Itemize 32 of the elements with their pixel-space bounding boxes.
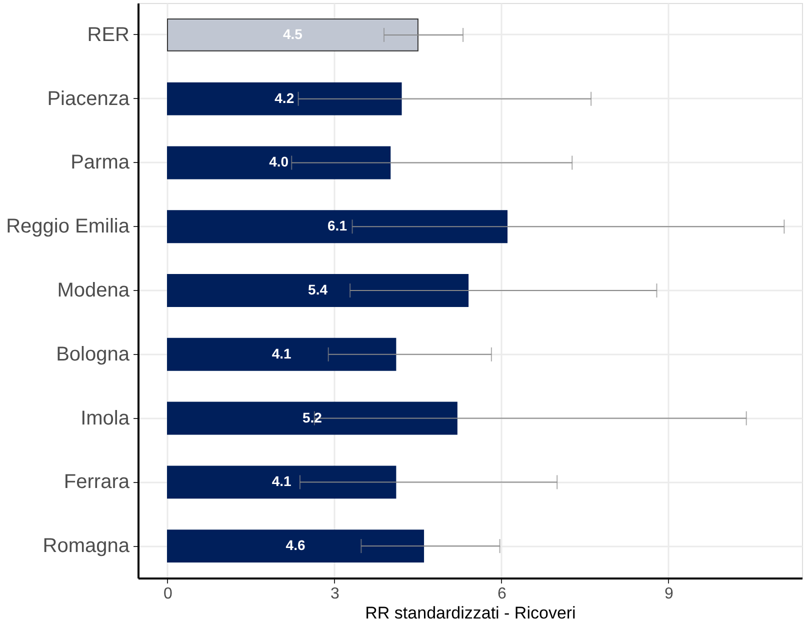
bar — [167, 530, 424, 563]
bar — [167, 210, 508, 244]
x-axis-title: RR standardizzati - Ricoveri — [365, 604, 576, 622]
bar — [167, 274, 469, 307]
data-label: 4.5 — [282, 26, 303, 42]
y-tick-label: RER — [87, 24, 130, 46]
bar — [167, 18, 418, 52]
data-label: 6.1 — [328, 218, 348, 234]
bar — [167, 338, 396, 371]
x-tick-label: 9 — [664, 586, 674, 602]
y-tick-label: Reggio Emilia — [6, 216, 130, 238]
y-tick-label: Romagna — [42, 535, 130, 558]
y-tick-label: Ferrara — [64, 471, 130, 494]
bar — [167, 466, 396, 499]
x-tick-label: 3 — [330, 586, 340, 602]
x-tick-label: 0 — [164, 586, 173, 602]
y-tick-label: Parma — [70, 152, 130, 174]
data-label: 5.4 — [308, 282, 328, 298]
data-label: 5.2 — [302, 409, 322, 426]
y-tick-label: Imola — [80, 407, 130, 430]
y-tick-label: Piacenza — [47, 88, 130, 110]
data-label: 4.1 — [272, 345, 292, 362]
bar — [167, 82, 402, 116]
y-tick-label: Bologna — [56, 343, 130, 366]
data-label: 4.0 — [269, 154, 289, 170]
x-tick-label: 6 — [497, 586, 506, 602]
y-tick-label: Modena — [57, 280, 130, 302]
data-label: 4.6 — [286, 537, 306, 554]
data-label: 4.2 — [274, 90, 294, 106]
bar — [167, 402, 458, 435]
bar — [167, 146, 391, 180]
data-label: 4.1 — [272, 473, 292, 490]
